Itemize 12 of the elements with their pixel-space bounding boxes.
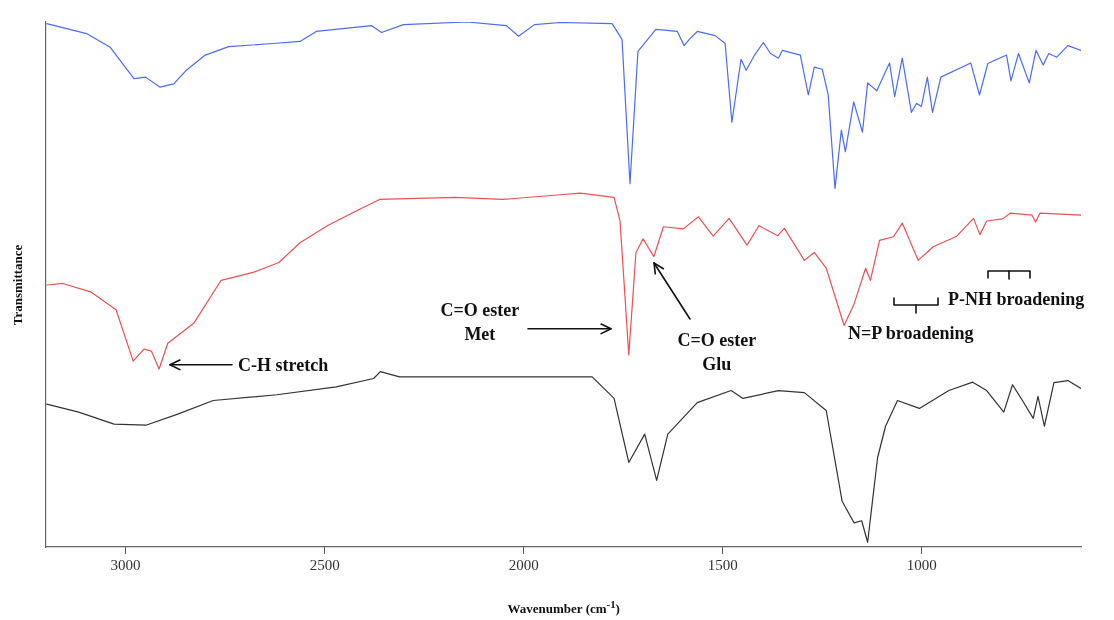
x-tick-label: 1000 (906, 556, 937, 573)
annotation: C=O ester Met (440, 299, 520, 346)
x-tick-label: 2500 (309, 556, 340, 573)
x-tick-label: 3000 (110, 556, 141, 573)
x-axis-title: Wavenumber (cm$^{-1}$) (507, 598, 620, 618)
x-tick-label: 2000 (508, 556, 539, 573)
annotation: C-H stretch (238, 354, 329, 377)
annotation: P-NH broadening (948, 288, 1085, 311)
annotation: C=O ester Glu (677, 329, 757, 376)
y-axis-title: Transmittance (9, 244, 26, 325)
x-tick-label: 1500 (707, 556, 738, 573)
annotation: N=P broadening (848, 322, 974, 345)
